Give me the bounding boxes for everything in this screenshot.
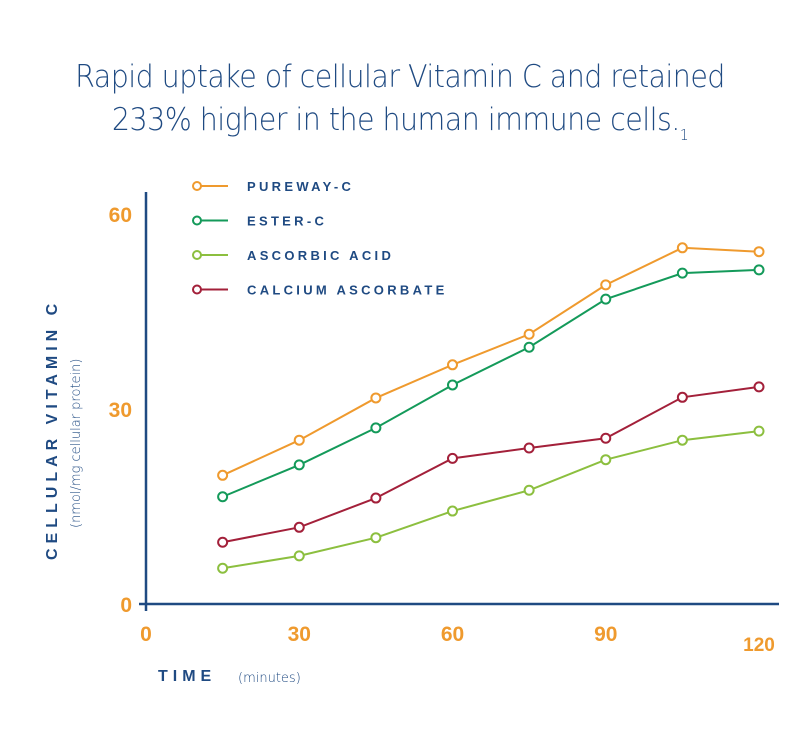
y-tick-label: 0: [120, 594, 132, 617]
data-point: [370, 532, 382, 544]
legend-swatch-marker: [192, 284, 202, 295]
series-line: [222, 385, 760, 544]
series-pureway-c: [217, 242, 765, 481]
data-point: [523, 442, 535, 454]
data-point: [753, 381, 765, 393]
legend-swatch-marker: [192, 215, 202, 226]
series-ester-c: [217, 264, 765, 503]
x-tick-label: 0: [140, 623, 152, 646]
chart-title: Rapid uptake of cellular Vitamin C and r…: [32, 56, 768, 157]
legend-item: ESTER-C: [192, 214, 327, 229]
data-point: [753, 425, 765, 437]
data-point: [293, 459, 305, 471]
data-point: [600, 293, 612, 305]
x-tick-label: 30: [288, 623, 311, 646]
legend-label: ASCORBIC ACID: [247, 248, 394, 263]
series-ascorbic-acid: [217, 425, 765, 574]
series-line: [222, 246, 760, 477]
data-point: [676, 267, 688, 279]
data-point: [447, 359, 458, 371]
title-line-2-text: 233% higher in the human immune cells.: [111, 102, 680, 138]
data-point: [523, 484, 535, 496]
legend-swatch-marker: [192, 181, 202, 191]
data-point: [523, 341, 535, 353]
data-point: [370, 392, 382, 404]
data-point: [676, 434, 688, 446]
x-tick-labels: 0 30 60 90 120: [140, 623, 775, 656]
data-point: [447, 379, 458, 391]
y-tick-labels: 0 30 60: [109, 204, 132, 617]
data-point: [370, 492, 382, 504]
data-point: [370, 422, 382, 434]
x-tick-label: 90: [594, 623, 617, 646]
legend-swatch-marker: [192, 250, 202, 260]
footnote-marker: 1: [679, 126, 689, 144]
data-point: [676, 391, 688, 403]
data-point: [217, 469, 229, 481]
data-point: [523, 328, 535, 340]
legend: PUREWAY-C ESTER-C ASCORBIC ACID CALCIUM ASC…: [192, 179, 448, 298]
series-line: [222, 268, 760, 498]
legend-item: CALCIUM ASCORBATE: [192, 283, 448, 298]
y-axis-title: CELLULAR VITAMIN C: [44, 299, 61, 560]
series-line: [222, 430, 760, 570]
data-point: [676, 242, 688, 254]
title-line-1: Rapid uptake of cellular Vitamin C and r…: [75, 59, 725, 95]
data-point: [217, 562, 229, 574]
data-point: [753, 264, 765, 276]
series-calcium-ascorbate: [217, 381, 765, 548]
series-group: [217, 242, 765, 574]
data-point: [447, 452, 458, 464]
x-axis-title: TIME: [158, 668, 216, 685]
legend-item: ASCORBIC ACID: [192, 248, 394, 263]
x-tick-label: 60: [441, 623, 464, 646]
data-point: [447, 505, 458, 517]
legend-label: ESTER-C: [247, 214, 327, 229]
x-axis-unit: (minutes): [238, 671, 301, 686]
title-line-2: 233% higher in the human immune cells.1: [32, 99, 768, 157]
data-point: [600, 279, 612, 291]
data-point: [217, 536, 229, 548]
data-point: [293, 550, 305, 562]
axes: [139, 192, 779, 611]
legend-label: CALCIUM ASCORBATE: [247, 283, 448, 298]
x-tick-label: 120: [743, 635, 775, 656]
data-point: [217, 491, 229, 503]
legend-label: PUREWAY-C: [247, 179, 354, 194]
legend-item: PUREWAY-C: [192, 179, 354, 194]
data-point: [293, 434, 305, 446]
data-point: [753, 246, 765, 258]
y-tick-label: 60: [109, 204, 132, 227]
data-point: [293, 521, 305, 533]
y-axis-unit: (nmol/mg cellular protein): [69, 359, 84, 528]
data-point: [600, 454, 612, 466]
data-point: [600, 432, 612, 444]
y-tick-label: 30: [109, 399, 132, 422]
